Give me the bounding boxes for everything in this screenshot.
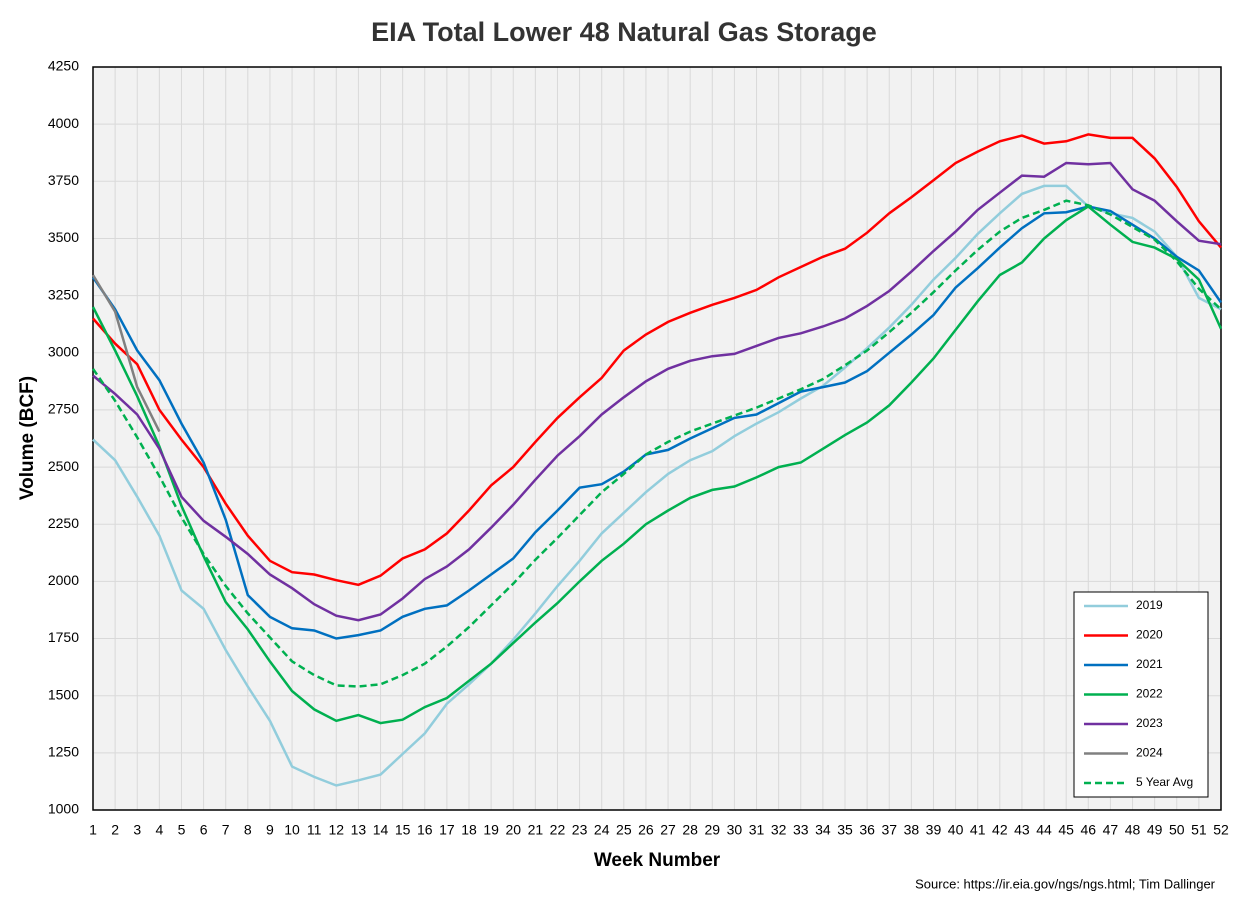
legend-label: 2023 (1136, 716, 1163, 730)
x-tick-label: 45 (1058, 822, 1074, 838)
y-tick-label: 3750 (48, 172, 79, 188)
x-tick-label: 21 (528, 822, 544, 838)
legend-label: 2021 (1136, 657, 1163, 671)
plot-area (93, 67, 1221, 810)
x-tick-label: 9 (266, 822, 274, 838)
x-tick-label: 1 (89, 822, 97, 838)
x-tick-label: 41 (970, 822, 986, 838)
x-tick-label: 52 (1213, 822, 1229, 838)
y-axis-label: Volume (BCF) (17, 376, 38, 500)
x-tick-label: 6 (200, 822, 208, 838)
plot-border (92, 66, 1222, 811)
x-tick-label: 48 (1125, 822, 1141, 838)
x-tick-label: 12 (329, 822, 345, 838)
legend-label: 2019 (1136, 598, 1163, 612)
x-tick-label: 47 (1103, 822, 1119, 838)
x-tick-label: 46 (1081, 822, 1097, 838)
x-tick-label: 8 (244, 822, 252, 838)
x-tick-label: 38 (904, 822, 920, 838)
y-tick-label: 1000 (48, 801, 79, 817)
y-tick-label: 4250 (48, 58, 79, 74)
legend-label: 5 Year Avg (1136, 775, 1193, 789)
legend-label: 2024 (1136, 746, 1163, 760)
x-tick-label: 18 (461, 822, 477, 838)
x-tick-label: 17 (439, 822, 455, 838)
x-tick-label: 39 (926, 822, 942, 838)
x-tick-label: 15 (395, 822, 411, 838)
x-tick-label: 10 (284, 822, 300, 838)
x-tick-label: 51 (1191, 822, 1207, 838)
x-tick-label: 25 (616, 822, 632, 838)
y-tick-label: 3500 (48, 229, 79, 245)
x-tick-label: 22 (550, 822, 566, 838)
x-tick-label: 3 (133, 822, 141, 838)
series-line (91, 274, 161, 433)
series-line (91, 205, 1223, 640)
x-tick-label: 14 (373, 822, 389, 838)
x-tick-label: 43 (1014, 822, 1030, 838)
series-line (91, 199, 1222, 688)
x-axis-label: Week Number (594, 850, 721, 871)
x-tick-label: 4 (155, 822, 163, 838)
x-tick-label: 28 (682, 822, 698, 838)
x-tick-label: 24 (594, 822, 610, 838)
x-tick-label: 19 (483, 822, 499, 838)
y-tick-label: 1750 (48, 629, 79, 645)
x-tick-label: 20 (505, 822, 521, 838)
y-tick-label: 3000 (48, 343, 79, 359)
x-tick-label: 26 (638, 822, 654, 838)
series-line (92, 133, 1222, 587)
x-tick-label: 7 (222, 822, 230, 838)
x-tick-label: 5 (178, 822, 186, 838)
x-tick-label: 29 (705, 822, 721, 838)
chart-title: EIA Total Lower 48 Natural Gas Storage (371, 17, 877, 47)
x-tick-label: 23 (572, 822, 588, 838)
y-tick-label: 3250 (48, 286, 79, 302)
x-tick-label: 30 (727, 822, 743, 838)
legend-label: 2022 (1136, 687, 1163, 701)
y-tick-label: 1500 (48, 686, 79, 702)
x-tick-label: 32 (771, 822, 787, 838)
x-tick-label: 33 (793, 822, 809, 838)
y-tick-label: 4000 (48, 115, 79, 131)
x-tick-label: 50 (1169, 822, 1185, 838)
x-tick-label: 40 (948, 822, 964, 838)
source-note: Source: https://ir.eia.gov/ngs/ngs.html;… (915, 876, 1216, 891)
y-tick-label: 2750 (48, 401, 79, 417)
x-tick-label: 13 (351, 822, 367, 838)
x-tick-label: 27 (660, 822, 676, 838)
x-tick-label: 37 (881, 822, 897, 838)
y-tick-label: 2500 (48, 458, 79, 474)
x-tick-label: 35 (837, 822, 853, 838)
x-tick-label: 34 (815, 822, 831, 838)
y-tick-label: 1250 (48, 744, 79, 760)
x-tick-label: 36 (859, 822, 875, 838)
series-line (92, 161, 1222, 622)
x-tick-label: 49 (1147, 822, 1163, 838)
x-tick-label: 31 (749, 822, 765, 838)
legend-label: 2020 (1136, 628, 1163, 642)
y-tick-label: 2000 (48, 572, 79, 588)
x-tick-label: 16 (417, 822, 433, 838)
x-tick-label: 44 (1036, 822, 1052, 838)
x-tick-label: 42 (992, 822, 1008, 838)
x-tick-label: 11 (307, 822, 322, 838)
y-tick-label: 2250 (48, 515, 79, 531)
series-line (91, 204, 1223, 725)
x-tick-label: 2 (111, 822, 119, 838)
series-line (92, 184, 1222, 787)
